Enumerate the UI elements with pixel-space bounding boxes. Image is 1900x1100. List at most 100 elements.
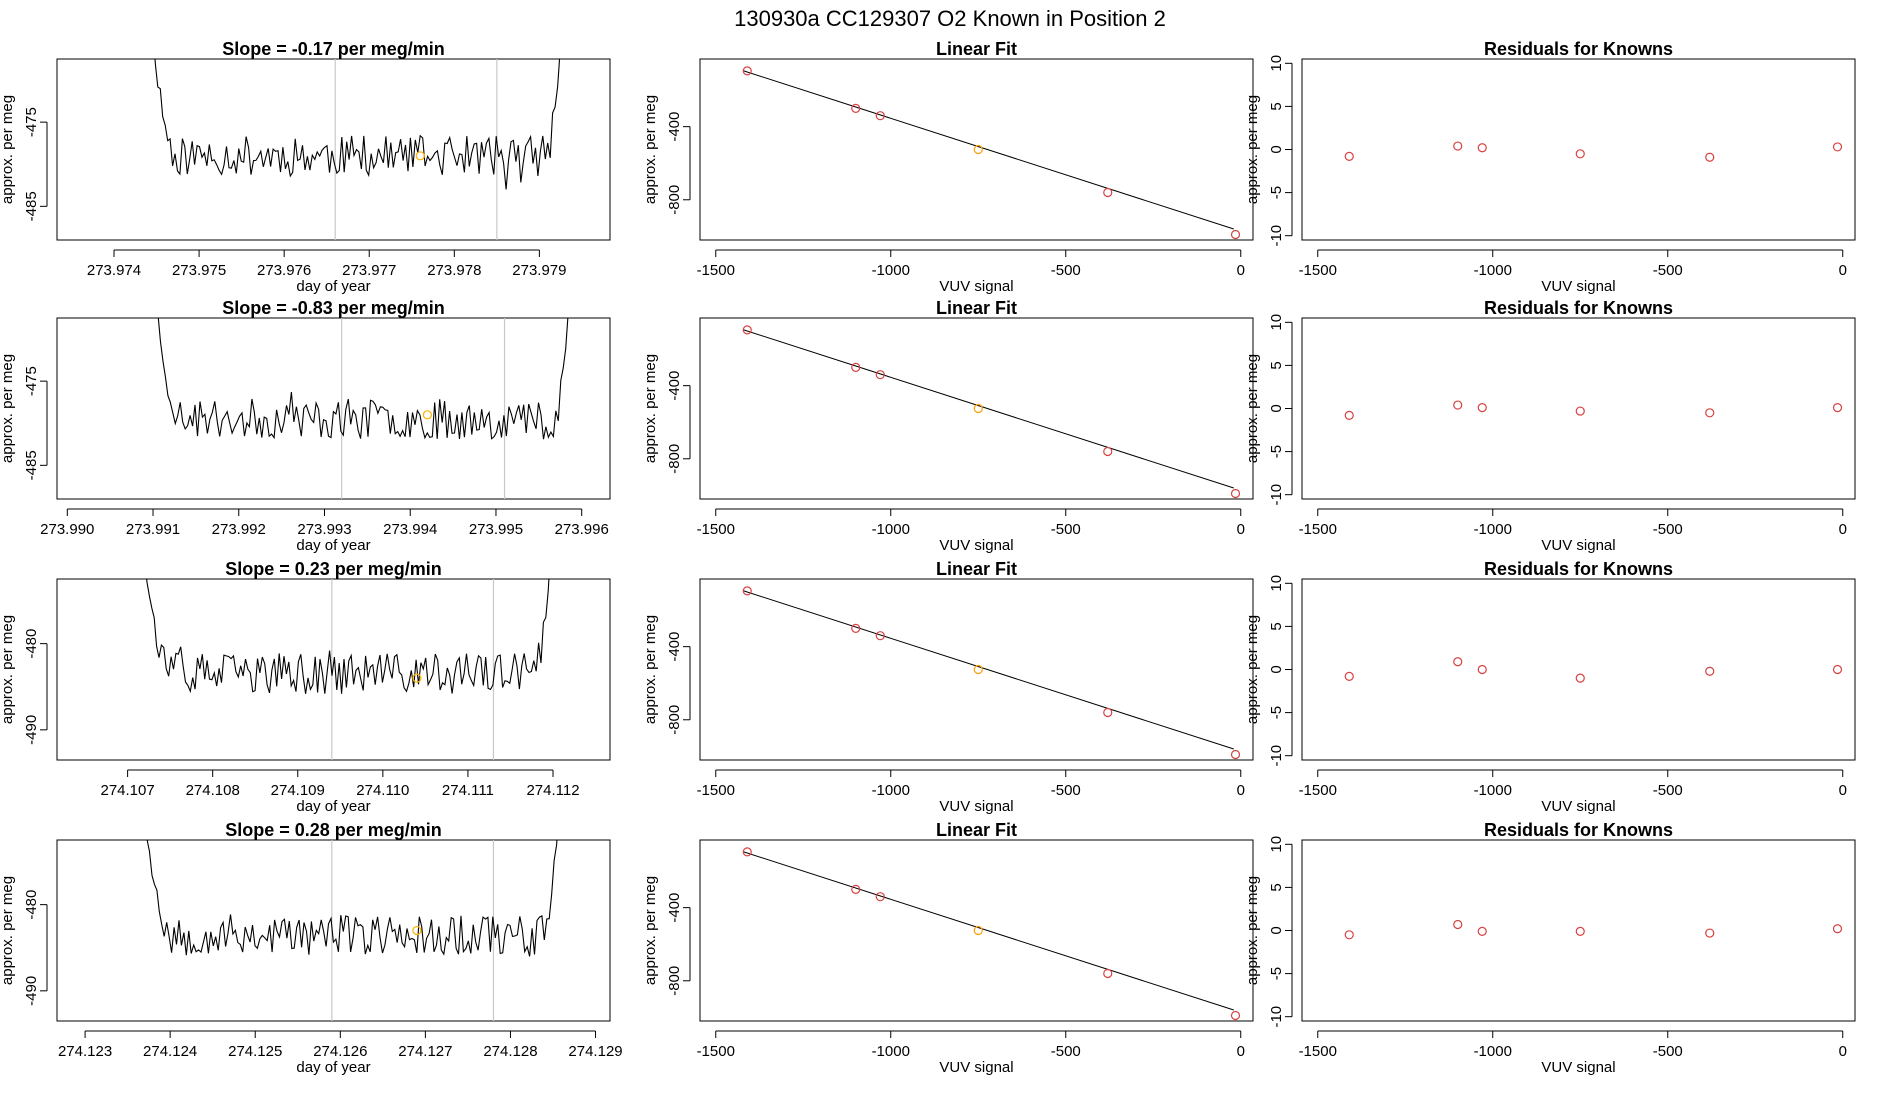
- x-tick-label: -1500: [697, 521, 735, 538]
- x-tick-label: 273.992: [212, 521, 266, 538]
- panel-residuals: Residuals for Knowns -1500 -1000 -500 0 VUV s…: [1244, 39, 1856, 295]
- panel-time-series: Slope = -0.17 per meg/min 273.974 273.975 2…: [0, 39, 611, 295]
- plot-data: [1344, 919, 1843, 940]
- plot-data: [1344, 657, 1843, 683]
- x-tick-label: -1000: [1474, 262, 1512, 279]
- x-tick-label: -500: [1653, 1043, 1683, 1060]
- panel-title: Residuals for Knowns: [1484, 820, 1673, 840]
- x-tick-label: -1500: [697, 262, 735, 279]
- x-axis-label: VUV signal: [1541, 798, 1615, 815]
- x-tick-label: -1500: [697, 1043, 735, 1060]
- x-tick-label: -1000: [872, 521, 910, 538]
- data-point: [851, 884, 861, 894]
- panel-time-series: Slope = -0.83 per meg/min 273.990 273.991 2…: [0, 298, 611, 554]
- x-axis-label: VUV signal: [939, 537, 1013, 554]
- panel-linear-fit: Linear Fit -1500 -1000 -500 0 VUV signal -400 -…: [642, 820, 1254, 1076]
- x-tick-label: 0: [1237, 782, 1245, 799]
- x-tick-label: 273.996: [555, 521, 609, 538]
- x-tick-label: 0: [1839, 1043, 1847, 1060]
- series-line: [154, 59, 561, 190]
- data-point: [1705, 928, 1715, 938]
- x-tick-label: 274.109: [271, 782, 325, 799]
- data-point: [1230, 229, 1241, 240]
- x-axis-label: day of year: [296, 798, 370, 815]
- x-axis-label: VUV signal: [1541, 537, 1615, 554]
- panel-residuals: Residuals for Knowns -1500 -1000 -500 0 VUV s…: [1244, 298, 1856, 554]
- y-axis-label: approx. per meg: [642, 95, 659, 204]
- x-tick-label: 274.124: [143, 1043, 197, 1060]
- data-point: [875, 111, 885, 121]
- data-point: [1832, 142, 1843, 152]
- data-point: [1453, 400, 1463, 410]
- x-axis-label: day of year: [296, 1059, 370, 1076]
- plot-frame: [56, 578, 611, 761]
- plot-data: [146, 840, 558, 1021]
- panel-title: Linear Fit: [936, 820, 1017, 840]
- y-tick-label: -800: [666, 705, 683, 735]
- data-point: [1477, 403, 1487, 413]
- y-tick-label: -10: [1268, 1006, 1285, 1028]
- x-tick-label: 273.975: [172, 262, 226, 279]
- panel-title: Residuals for Knowns: [1484, 39, 1673, 59]
- y-tick-label: -5: [1268, 445, 1285, 458]
- x-tick-label: -1500: [697, 782, 735, 799]
- data-point: [1575, 149, 1585, 159]
- y-tick-label: 5: [1268, 361, 1285, 369]
- y-tick-label: -485: [23, 191, 40, 221]
- panel-grid: Slope = -0.17 per meg/min 273.974 273.975 2…: [0, 39, 1856, 1076]
- data-point: [1103, 707, 1113, 718]
- x-tick-label: 273.978: [427, 262, 481, 279]
- x-tick-label: 0: [1839, 782, 1847, 799]
- x-axis-label: VUV signal: [939, 798, 1013, 815]
- plot-data: [742, 586, 1241, 760]
- x-axis-label: VUV signal: [1541, 1059, 1615, 1076]
- x-tick-label: -1000: [1474, 782, 1512, 799]
- x-tick-label: 274.112: [526, 782, 579, 799]
- plot-frame: [1301, 317, 1856, 500]
- y-tick-label: -400: [666, 632, 683, 662]
- y-tick-label: -800: [666, 185, 683, 215]
- x-tick-label: 0: [1237, 1043, 1245, 1060]
- y-axis-label: approx. per meg: [0, 876, 16, 985]
- series-line: [146, 579, 550, 694]
- data-point: [851, 623, 861, 633]
- y-tick-label: -5: [1268, 186, 1285, 199]
- x-tick-label: -1000: [872, 782, 910, 799]
- y-axis-label: approx. per meg: [642, 354, 659, 463]
- y-axis-label: approx. per meg: [0, 354, 16, 463]
- panel-linear-fit: Linear Fit -1500 -1000 -500 0 VUV signal -400 -…: [642, 39, 1254, 295]
- series-line: [157, 318, 569, 440]
- y-tick-label: -475: [23, 107, 40, 137]
- data-point: [1575, 406, 1585, 416]
- plot-data: [154, 59, 561, 240]
- x-tick-label: 273.993: [297, 521, 351, 538]
- data-point: [742, 586, 752, 596]
- y-tick-label: 5: [1268, 883, 1285, 891]
- x-tick-label: -1000: [872, 262, 910, 279]
- y-axis-label: approx. per meg: [642, 615, 659, 724]
- x-tick-label: 274.110: [356, 782, 409, 799]
- fit-line: [743, 70, 1234, 230]
- data-point: [1705, 666, 1715, 676]
- y-tick-label: -475: [23, 366, 40, 396]
- y-tick-label: -10: [1268, 484, 1285, 506]
- data-point: [1230, 749, 1241, 760]
- y-axis-label: approx. per meg: [1244, 95, 1261, 204]
- data-point: [1477, 664, 1487, 675]
- x-tick-label: 274.123: [58, 1043, 112, 1060]
- panel-title: Slope = -0.83 per meg/min: [222, 298, 445, 318]
- panel-residuals: Residuals for Knowns -1500 -1000 -500 0 VUV s…: [1244, 820, 1856, 1076]
- data-point: [875, 631, 885, 641]
- fit-line: [743, 590, 1234, 750]
- data-point: [412, 925, 422, 936]
- data-point: [973, 925, 983, 936]
- panel-linear-fit: Linear Fit -1500 -1000 -500 0 VUV signal -400 -…: [642, 559, 1254, 815]
- data-point: [851, 362, 861, 372]
- data-point: [742, 847, 752, 857]
- x-tick-label: -500: [1653, 262, 1683, 279]
- y-tick-label: 10: [1268, 575, 1285, 592]
- plot-frame: [1301, 839, 1856, 1022]
- plot-frame: [56, 839, 611, 1022]
- y-tick-label: 0: [1268, 926, 1285, 934]
